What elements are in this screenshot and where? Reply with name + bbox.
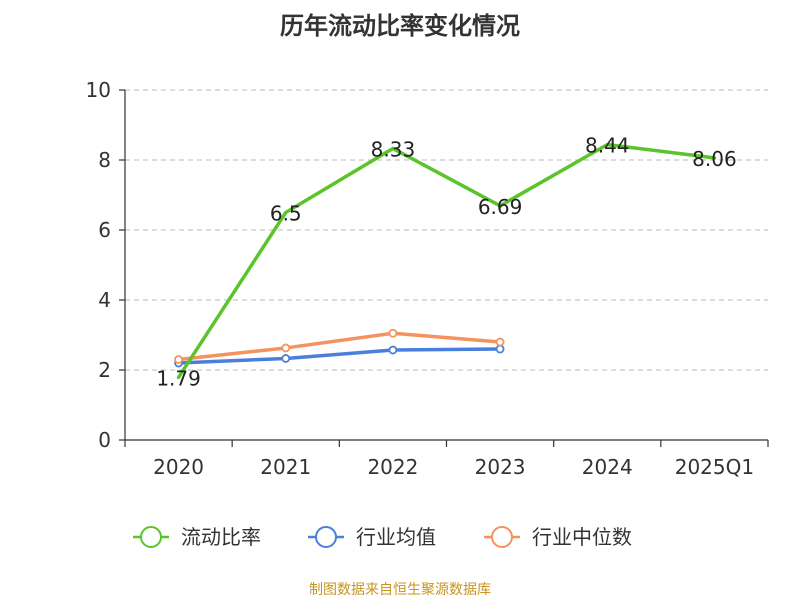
chart-title: 历年流动比率变化情况 <box>280 12 520 40</box>
series-2-point <box>281 343 291 353</box>
series-2-point <box>388 328 398 338</box>
data-label: 1.79 <box>156 366 201 390</box>
x-tick-label: 2022 <box>367 455 418 479</box>
legend-label: 行业中位数 <box>532 525 632 549</box>
x-tick-label: 2020 <box>153 455 204 479</box>
series-1-point <box>388 345 398 355</box>
y-tick-label: 8 <box>98 148 111 172</box>
y-tick-label: 0 <box>98 428 111 452</box>
series-1-point <box>281 354 291 363</box>
y-tick-label: 4 <box>98 288 111 312</box>
legend-swatch-marker <box>315 526 337 548</box>
x-tick-label: 2023 <box>475 455 526 479</box>
data-label: 8.33 <box>371 137 416 161</box>
legend-swatch-marker <box>491 526 513 548</box>
legend[interactable]: 流动比率 行业均值 行业中位数 <box>133 525 632 549</box>
series-1-line <box>176 347 502 365</box>
x-tick-label: 2025Q1 <box>675 455 754 479</box>
data-label: 8.44 <box>585 134 630 158</box>
data-label: 6.5 <box>270 202 302 226</box>
legend-label: 行业均值 <box>356 525 436 549</box>
series-2-point <box>174 355 183 364</box>
series-group <box>174 142 717 380</box>
series-2-point <box>495 337 505 347</box>
y-tick-label: 2 <box>98 358 111 382</box>
legend-swatch-marker <box>140 526 162 548</box>
series-0-line <box>176 142 717 380</box>
legend-item-0[interactable]: 流动比率 <box>133 525 261 549</box>
grid-lines <box>125 89 768 371</box>
axes: 0 2 4 6 8 10 2020 2021 2022 2023 2024 2025Q1 <box>86 78 769 479</box>
x-tick-label: 2021 <box>260 455 311 479</box>
series-2-line <box>176 331 502 362</box>
legend-label: 流动比率 <box>181 525 261 549</box>
legend-item-2[interactable]: 行业中位数 <box>484 525 632 549</box>
source-note: 制图数据来自恒生聚源数据库 <box>309 582 491 598</box>
y-tick-label: 10 <box>86 78 111 102</box>
legend-item-1[interactable]: 行业均值 <box>308 525 436 549</box>
y-tick-label: 6 <box>98 218 111 242</box>
data-label: 8.06 <box>692 147 737 171</box>
data-labels: 1.79 6.5 8.33 6.69 8.44 8.06 <box>156 134 736 391</box>
series-1-point <box>495 344 505 354</box>
data-label: 6.69 <box>478 195 523 219</box>
x-tick-label: 2024 <box>582 455 633 479</box>
